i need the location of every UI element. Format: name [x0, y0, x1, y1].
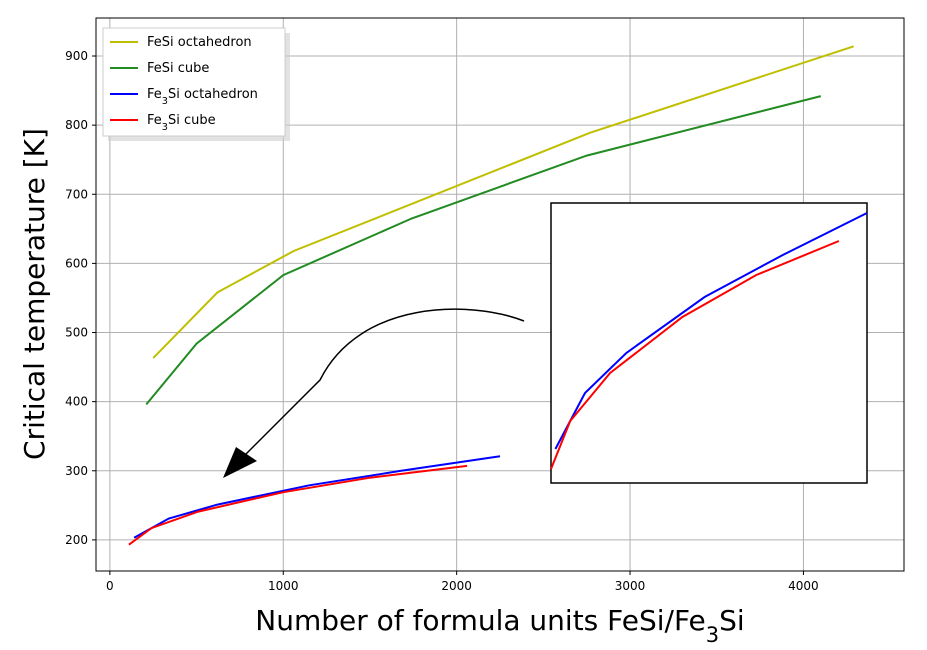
y-tick-label: 700 — [65, 187, 88, 201]
legend: FeSi octahedron FeSi cube Fe3Si octahedron… — [102, 27, 290, 141]
x-tick-label: 2000 — [441, 579, 472, 593]
x-axis-title: Number of formula units FeSi/Fe3Si — [255, 604, 744, 647]
inset-series-line-1 — [554, 212, 868, 450]
plot-frame — [95, 17, 905, 572]
y-tick-label: 600 — [65, 256, 88, 270]
series-line-4 — [128, 464, 468, 546]
series-line-2 — [145, 95, 822, 406]
series-line-3 — [133, 455, 501, 539]
legend-label: FeSi octahedron — [147, 35, 252, 50]
y-tick-label: 400 — [65, 395, 88, 409]
inset-series-line-2 — [550, 240, 840, 470]
inset-frame — [550, 202, 868, 484]
y-axis-title: Critical temperature [K] — [18, 128, 51, 460]
legend-label: Fe3Si cube — [147, 113, 216, 133]
y-tick-label: 300 — [65, 464, 88, 478]
legend-label: FeSi cube — [147, 61, 209, 76]
legend-box — [102, 27, 286, 137]
y-tick-label: 900 — [65, 49, 88, 63]
series-line-1 — [152, 45, 855, 359]
arrow-head — [223, 447, 257, 478]
y-tick-label: 200 — [65, 533, 88, 547]
x-tick-label: 0 — [106, 579, 114, 593]
y-tick-label: 500 — [65, 326, 88, 340]
arrow-curve — [241, 308, 525, 459]
inset — [550, 202, 868, 484]
x-tick-label: 3000 — [615, 579, 646, 593]
curved-arrow — [223, 308, 525, 478]
y-axis-ticks: 200 300 400 500 600 700 800 900 — [65, 49, 96, 547]
series-layer — [128, 45, 855, 546]
x-tick-label: 1000 — [268, 579, 299, 593]
y-tick-label: 800 — [65, 118, 88, 132]
legend-label: Fe3Si octahedron — [147, 87, 258, 107]
x-tick-label: 4000 — [788, 579, 819, 593]
x-axis-ticks: 0 1000 2000 3000 4000 — [106, 571, 819, 593]
